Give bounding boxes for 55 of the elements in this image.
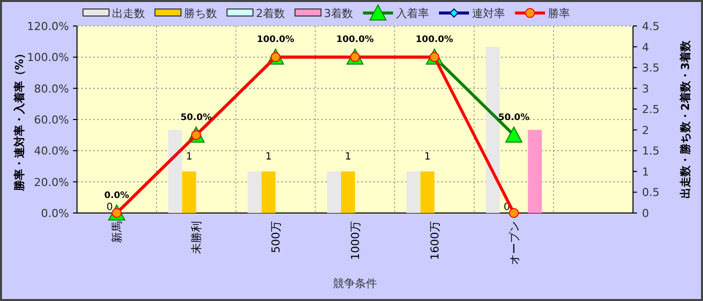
bar [182, 171, 196, 213]
data-label: 100.0% [416, 35, 454, 46]
y2-tick-label: 4 [642, 40, 649, 54]
y2-tick-label: 1 [642, 165, 649, 178]
y2-axis-title: 出走数・勝ち数・2着数・3着数 [679, 39, 692, 199]
bar [262, 171, 276, 213]
data-label: 100.0% [336, 35, 374, 46]
x-tick-label: 1600万 [428, 221, 442, 260]
legend-label: 3着数 [324, 7, 353, 20]
y2-tick-label: 1.5 [642, 144, 660, 158]
data-label: 0 [106, 202, 113, 213]
data-label: 1 [265, 151, 272, 162]
bar [341, 171, 355, 213]
legend-label: 2着数 [256, 7, 285, 20]
data-label: 50.0% [498, 113, 530, 124]
legend-label: 勝率 [548, 7, 570, 20]
y-tick-label: 120.0% [27, 20, 69, 33]
point [505, 126, 522, 143]
data-label: 50.0% [180, 113, 212, 124]
y2-tick-label: 2.5 [642, 103, 660, 116]
bar [168, 130, 182, 213]
x-tick-label: 新馬 [110, 221, 124, 243]
data-label: 100.0% [256, 35, 294, 46]
y2-tick-label: 2 [642, 124, 649, 137]
y-tick-label: 20.0% [34, 176, 69, 189]
data-label: 1 [424, 151, 431, 162]
bar [420, 171, 434, 213]
legend-label: 入着率 [396, 7, 429, 20]
bar [327, 171, 341, 213]
bar [248, 171, 262, 213]
x-tick-label: 未勝利 [190, 221, 204, 254]
x-tick-label: オープン [508, 221, 521, 265]
y-tick-label: 40.0% [34, 144, 69, 158]
y-tick-label: 60.0% [34, 114, 69, 126]
y-axis-title: 勝率・連対率・入着率（%） [13, 48, 26, 192]
legend-label: 出走数 [112, 7, 145, 20]
y2-tick-label: 3 [642, 82, 649, 96]
y-tick-label: 0.0% [41, 207, 69, 220]
y2-tick-label: 4.5 [642, 20, 660, 33]
y-tick-label: 100.0% [27, 51, 69, 64]
y-tick-label: 80.0% [34, 82, 69, 96]
x-tick-label: 500万 [270, 221, 283, 253]
legend-label: 勝ち数 [184, 7, 217, 20]
data-label: 1 [186, 151, 192, 162]
y2-tick-label: 0.5 [642, 186, 660, 200]
bar [486, 46, 500, 213]
y2-tick-label: 3.5 [642, 62, 660, 75]
legend-label: 連対率 [472, 7, 505, 20]
bar [406, 171, 420, 213]
data-label: 0.0% [104, 191, 130, 201]
data-label: 1 [344, 151, 352, 162]
x-tick-label: 1000万 [349, 221, 362, 260]
point [508, 208, 519, 218]
x-axis-title: 競争条件 [333, 277, 377, 290]
y2-tick-label: 0 [642, 207, 649, 220]
